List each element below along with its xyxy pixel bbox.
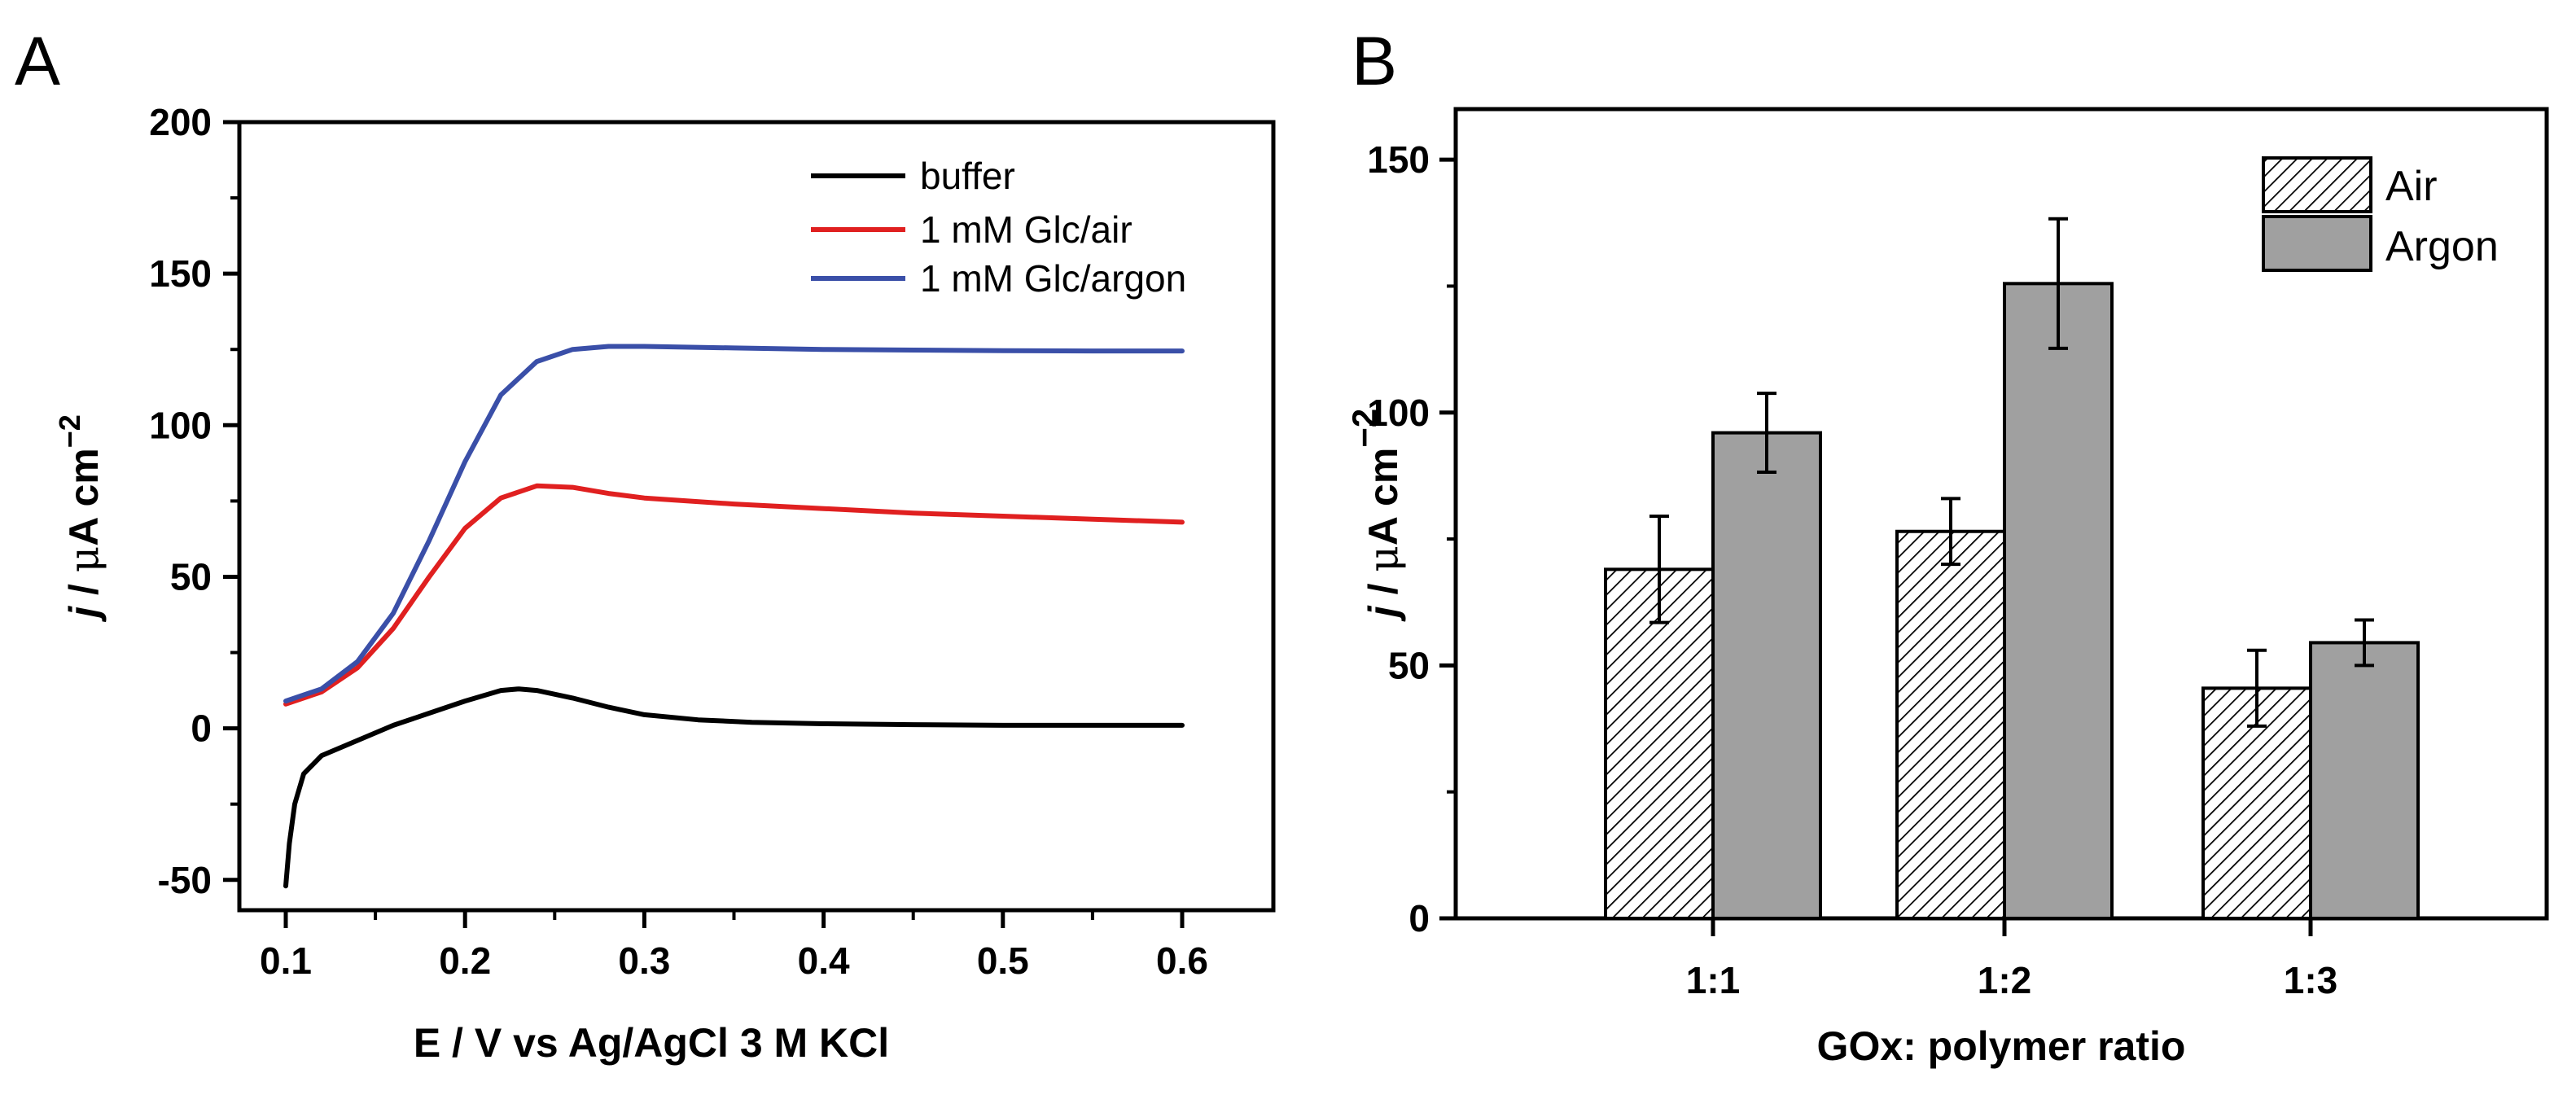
panel-letter-b: B xyxy=(1352,23,1397,99)
y-tick-label: -50 xyxy=(158,859,212,901)
y-tick-label: 100 xyxy=(1367,392,1430,434)
chart-a-frame xyxy=(237,120,1276,913)
panel-letter-a: A xyxy=(15,23,60,99)
chart-b-xlabel: GOx: polymer ratio xyxy=(1817,1023,2186,1069)
chart-b-axes: 1:1 1:2 1:3 0 50 100 150 xyxy=(1367,138,2337,1001)
x-category-label: 1:1 xyxy=(1686,959,1740,1001)
chart-a-ylabel-slash: / xyxy=(61,572,107,607)
chart-a-ylabel-j: j xyxy=(61,606,107,623)
chart-b-ylabel-unit: A cm xyxy=(1360,448,1406,545)
x-category-label: 1:3 xyxy=(2284,959,2337,1001)
y-tick-label: 50 xyxy=(170,555,212,598)
series-line-buffer xyxy=(283,686,1185,889)
x-tick-label: 0.6 xyxy=(1156,940,1208,982)
legend-label-glc-argon: 1 mM Glc/argon xyxy=(920,257,1186,300)
bar-argon-1-1 xyxy=(1711,431,1822,920)
chart-b-legend: Air Argon xyxy=(2262,156,2499,272)
legend-label-glc-air: 1 mM Glc/air xyxy=(920,208,1132,251)
chart-a-ylabel-unit: A cm xyxy=(61,448,107,545)
legend-label-buffer: buffer xyxy=(920,155,1015,197)
y-tick-label: 50 xyxy=(1388,644,1430,686)
chart-a-xlabel: E / V vs Ag/AgCl 3 M KCl xyxy=(414,1020,889,1066)
chart-b-ylabel-exp: −2 xyxy=(1345,409,1383,448)
chart-b-ylabel-j: j xyxy=(1360,605,1406,622)
series-line-1-mm-glc-air xyxy=(283,483,1185,707)
chart-b-ylabel: j / μA cm−2 xyxy=(1345,409,1407,622)
x-category-label: 1:2 xyxy=(1978,959,2031,1001)
chart-a-axes: 0.1 0.2 0.3 0.4 0.5 0.6 -50 0 50 100 150 200 xyxy=(149,101,1208,982)
bar-air-1-1 xyxy=(1604,567,1715,921)
y-tick-label: 100 xyxy=(149,404,212,446)
y-tick-label: 200 xyxy=(149,101,212,143)
chart-a-ylabel-mu: μ xyxy=(60,546,107,573)
chart-a-series-group xyxy=(283,344,1185,889)
bar-argon-1-3 xyxy=(2309,641,2420,920)
chart-a-ylabel: j / μA cm−2 xyxy=(53,414,107,623)
legend-swatch-argon xyxy=(2262,215,2372,272)
legend-swatch-air xyxy=(2262,156,2372,213)
chart-a-ylabel-exp: −2 xyxy=(53,414,86,448)
chart-b: 1:1 1:2 1:3 0 50 100 150 Air Argon GOx: polyme… xyxy=(1345,107,2549,1069)
chart-b-bars-group xyxy=(1604,217,2420,921)
x-tick-label: 0.2 xyxy=(439,940,491,982)
x-tick-label: 0.5 xyxy=(977,940,1029,982)
chart-a: 0.1 0.2 0.3 0.4 0.5 0.6 -50 0 50 100 150 200 buffer… xyxy=(53,101,1276,1066)
chart-a-legend: buffer 1 mM Glc/air 1 mM Glc/argon xyxy=(811,155,1186,300)
x-tick-label: 0.3 xyxy=(618,940,670,982)
chart-b-ylabel-slash: / xyxy=(1360,572,1406,607)
series-line-1-mm-glc-argon xyxy=(283,344,1185,704)
bar-argon-1-2 xyxy=(2003,282,2114,920)
y-tick-label: 0 xyxy=(191,707,212,750)
bar-air-1-2 xyxy=(1895,529,2006,921)
chart-b-ylabel-mu: μ xyxy=(1360,545,1407,572)
y-tick-label: 150 xyxy=(1367,138,1430,181)
y-tick-label: 0 xyxy=(1408,897,1430,940)
legend-label-argon: Argon xyxy=(2385,223,2499,270)
y-tick-label: 150 xyxy=(149,252,212,295)
legend-label-air: Air xyxy=(2385,163,2438,210)
x-tick-label: 0.4 xyxy=(798,940,850,982)
x-tick-label: 0.1 xyxy=(260,940,312,982)
